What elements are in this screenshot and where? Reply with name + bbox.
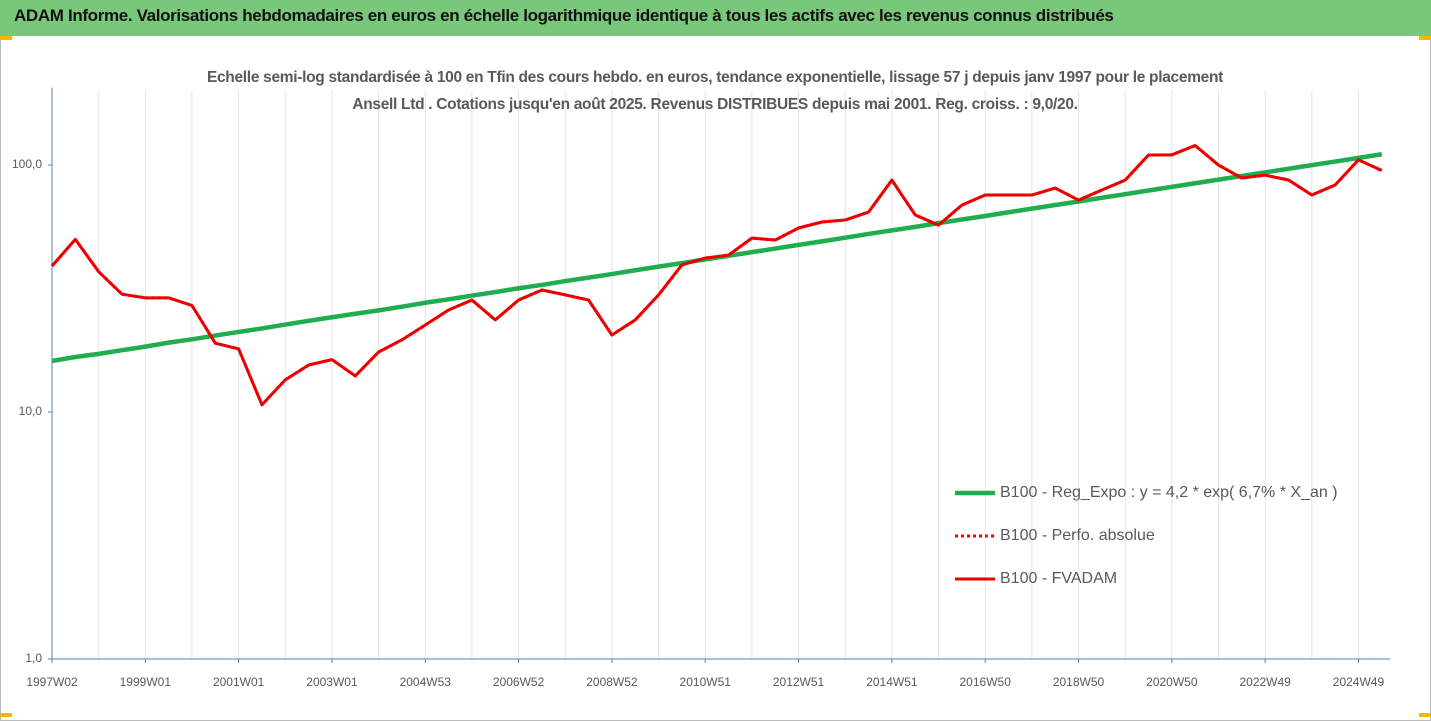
x-tick-label: 1999W01	[120, 675, 172, 689]
corner-mark	[1419, 36, 1431, 40]
x-tick-label: 2024W49	[1333, 675, 1385, 689]
x-tick-label: 2012W51	[773, 675, 825, 689]
corner-mark	[0, 36, 12, 40]
series-line	[50, 143, 1383, 407]
x-tick-label: 2004W53	[400, 675, 452, 689]
x-tick-label: 2022W49	[1239, 675, 1291, 689]
x-tick-label: 2016W50	[960, 675, 1012, 689]
y-tick-label: 1,0	[25, 651, 42, 665]
x-tick-label: 2001W01	[213, 675, 265, 689]
x-tick-label: 2003W01	[306, 675, 358, 689]
legend-label: B100 - FVADAM	[1000, 570, 1117, 587]
x-tick-label: 2006W52	[493, 675, 545, 689]
x-tick-label: 2008W52	[586, 675, 638, 689]
header-bar	[0, 0, 1431, 36]
x-tick-label: 2020W50	[1146, 675, 1198, 689]
x-tick-label: 2014W51	[866, 675, 918, 689]
corner-mark	[0, 713, 12, 717]
legend-label: B100 - Perfo. absolue	[1000, 527, 1155, 544]
y-tick-label: 100,0	[12, 157, 42, 171]
chart-title: ADAM Informe. Valorisations hebdomadaire…	[14, 6, 1114, 25]
x-tick-label: 1997W02	[26, 675, 78, 689]
corner-mark	[1419, 713, 1431, 717]
x-tick-label: 2010W51	[680, 675, 732, 689]
y-tick-label: 10,0	[19, 404, 43, 418]
chart-subtitle: Echelle semi-log standardisée à 100 en T…	[206, 69, 1224, 113]
legend-label: B100 - Reg_Expo : y = 4,2 * exp( 6,7% * …	[1000, 484, 1338, 501]
x-tick-label: 2018W50	[1053, 675, 1105, 689]
